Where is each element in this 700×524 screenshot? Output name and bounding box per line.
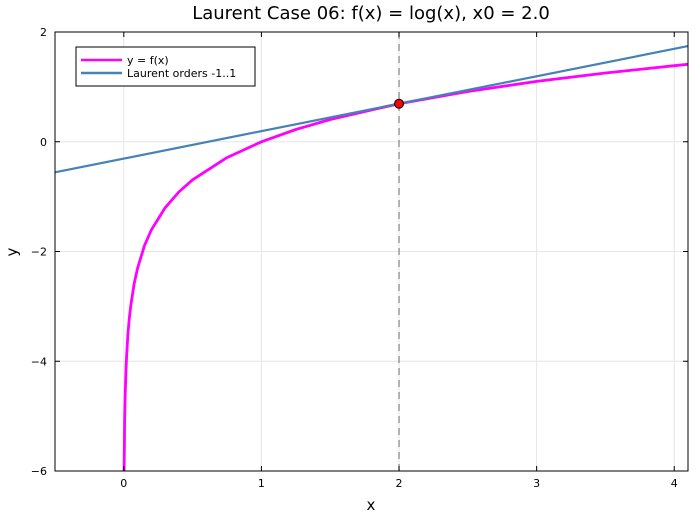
x-tick-label: 1 bbox=[258, 477, 265, 490]
y-tick-label: 2 bbox=[40, 26, 47, 39]
legend-label-f: y = f(x) bbox=[127, 54, 169, 67]
series-f-line bbox=[122, 62, 689, 471]
y-tick-label: −4 bbox=[31, 355, 47, 368]
expansion-point-marker bbox=[394, 98, 405, 109]
x-tick-label: 2 bbox=[396, 477, 403, 490]
x-tick-label: 0 bbox=[120, 477, 127, 490]
legend: y = f(x) Laurent orders -1..1 bbox=[75, 46, 256, 87]
x-tick-label: 3 bbox=[533, 477, 540, 490]
series-laurent-line bbox=[54, 45, 689, 174]
ticks: 0 1 2 3 4 −6 −4 −2 0 2 bbox=[31, 26, 688, 490]
y-tick-label: −6 bbox=[31, 465, 47, 478]
x-tick-label: 4 bbox=[671, 477, 678, 490]
y-tick-label: −2 bbox=[31, 246, 47, 259]
legend-label-laurent: Laurent orders -1..1 bbox=[127, 67, 236, 80]
y-tick-label: 0 bbox=[40, 136, 47, 149]
series-lines bbox=[54, 32, 689, 471]
x-axis-label: x bbox=[367, 496, 376, 514]
chart-title: Laurent Case 06: f(x) = log(x), x0 = 2.0 bbox=[192, 3, 550, 24]
legend-box bbox=[75, 46, 256, 87]
grid bbox=[55, 31, 688, 472]
y-axis-label: y bbox=[3, 247, 21, 256]
